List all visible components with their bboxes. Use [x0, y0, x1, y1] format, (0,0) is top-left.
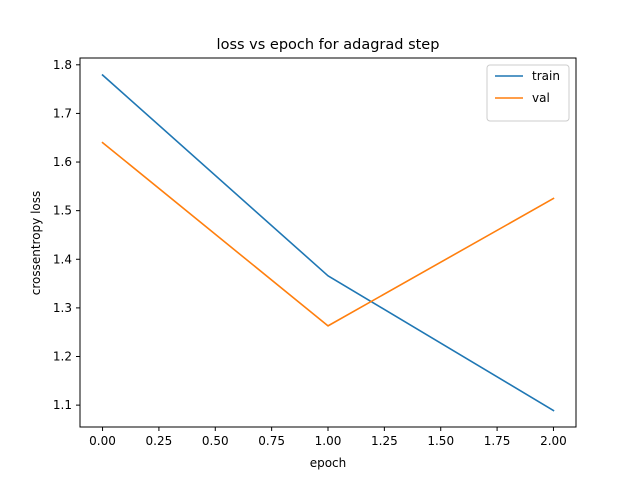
x-tick-label: 0.50 [202, 434, 229, 448]
y-axis: 1.1 1.2 1.3 1.4 1.5 1.6 1.7 1.8 [53, 58, 80, 412]
chart-title: loss vs epoch for adagrad step [217, 37, 440, 53]
series-line-train [101, 73, 555, 412]
legend-label-train: train [532, 69, 560, 83]
y-tick-label: 1.8 [53, 58, 72, 72]
y-tick-label: 1.5 [53, 204, 72, 218]
legend-box [486, 64, 570, 122]
y-tick-label: 1.1 [53, 398, 72, 412]
x-axis: 0.00 0.25 0.50 0.75 1.00 1.25 1.50 1.75 2.00 [89, 427, 567, 448]
y-tick-label: 1.6 [53, 155, 72, 169]
x-tick-label: 0.75 [258, 434, 285, 448]
y-tick-label: 1.2 [53, 350, 72, 364]
x-tick-label: 0.25 [146, 434, 173, 448]
x-axis-label: epoch [310, 456, 347, 470]
x-tick-label: 1.25 [371, 434, 398, 448]
x-tick-label: 2.00 [540, 434, 567, 448]
series-line-val [101, 141, 555, 327]
x-tick-label: 1.00 [315, 434, 342, 448]
legend: train val [486, 64, 570, 122]
legend-label-val: val [532, 91, 550, 105]
x-tick-label: 0.00 [89, 434, 116, 448]
x-tick-label: 1.75 [484, 434, 511, 448]
y-tick-label: 1.7 [53, 106, 72, 120]
y-axis-label: crossentropy loss [29, 191, 43, 296]
x-tick-label: 1.50 [427, 434, 454, 448]
y-tick-label: 1.3 [53, 301, 72, 315]
y-tick-label: 1.4 [53, 252, 72, 266]
